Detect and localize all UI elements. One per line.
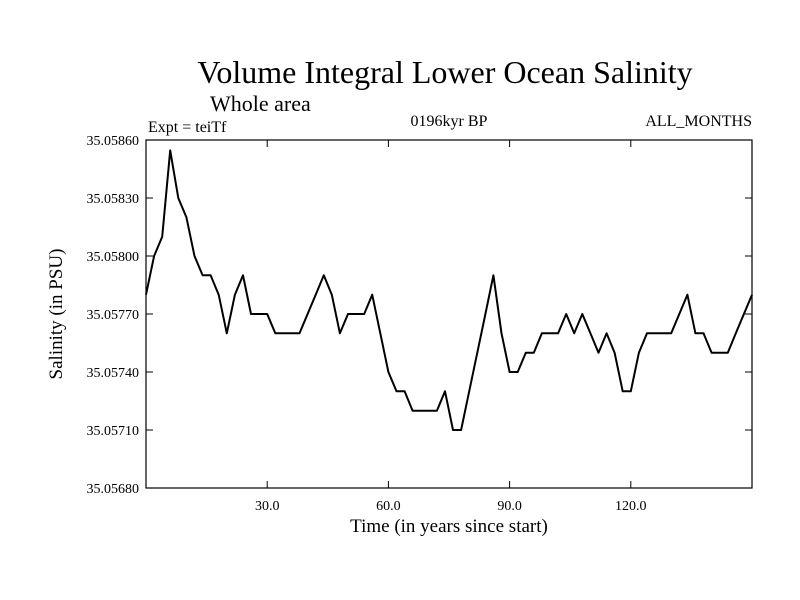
x-tick-label: 30.0 — [255, 499, 280, 514]
y-tick-label: 35.05860 — [87, 134, 140, 149]
y-axis-label: Salinity (in PSU) — [46, 249, 67, 380]
y-axis-ticks: 35.05680 35.05710 35.05740 35.05770 35.05800… — [87, 134, 752, 497]
y-tick-label: 35.05710 — [87, 424, 140, 439]
y-tick-label: 35.05830 — [87, 192, 140, 207]
plot-frame — [145, 139, 753, 489]
x-tick-label: 120.0 — [615, 499, 647, 514]
period-label: 0196kyr BP — [411, 113, 488, 130]
months-label: ALL_MONTHS — [645, 113, 752, 130]
x-axis-label: Time (in years since start) — [350, 516, 548, 537]
x-tick-label: 90.0 — [497, 499, 522, 514]
chart-title: Volume Integral Lower Ocean Salinity — [197, 54, 692, 90]
x-axis-ticks: 30.0 60.0 90.0 120.0 — [255, 140, 647, 514]
salinity-series-line — [145, 149, 753, 431]
x-tick-label: 60.0 — [376, 499, 401, 514]
experiment-label: Expt = teiTf — [148, 119, 227, 136]
chart-subtitle: Whole area — [210, 91, 311, 116]
y-tick-label: 35.05770 — [87, 308, 140, 323]
y-tick-label: 35.05800 — [87, 250, 140, 265]
y-tick-label: 35.05680 — [87, 482, 140, 497]
y-tick-label: 35.05740 — [87, 366, 140, 381]
